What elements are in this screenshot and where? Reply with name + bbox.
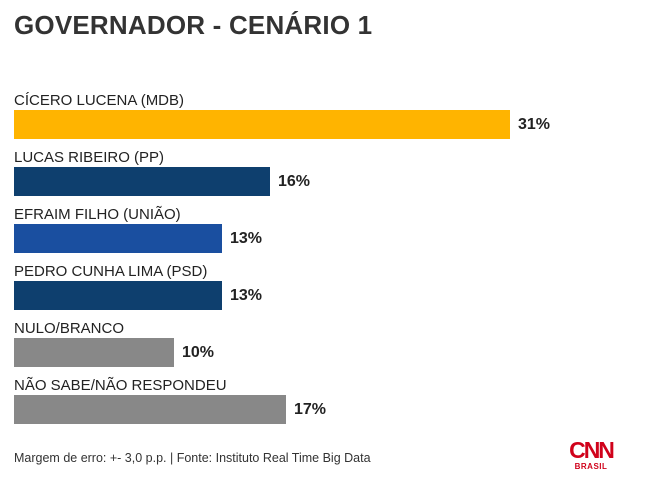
bar xyxy=(14,110,510,139)
cnn-brasil-logo: CNN BRASIL xyxy=(566,438,616,474)
category-label: LUCAS RIBEIRO (PP) xyxy=(14,149,165,166)
bar xyxy=(14,167,270,196)
value-label: 10% xyxy=(182,344,215,361)
category-label: NULO/BRANCO xyxy=(14,320,125,337)
chart-title: GOVERNADOR - CENÁRIO 1 xyxy=(14,10,373,40)
value-label: 13% xyxy=(230,287,263,304)
category-label: NÃO SABE/NÃO RESPONDEU xyxy=(14,377,227,394)
logo-sub: BRASIL xyxy=(574,462,608,471)
bar xyxy=(14,395,286,424)
logo-brand: CNN xyxy=(569,437,615,463)
category-label: PEDRO CUNHA LIMA (PSD) xyxy=(14,263,208,280)
bar xyxy=(14,281,222,310)
value-label: 17% xyxy=(294,401,327,418)
value-label: 31% xyxy=(518,116,551,133)
bar xyxy=(14,224,222,253)
category-label: CÍCERO LUCENA (MDB) xyxy=(14,92,185,109)
bar xyxy=(14,338,174,367)
value-label: 13% xyxy=(230,230,263,247)
value-label: 16% xyxy=(278,173,311,190)
category-label: EFRAIM FILHO (UNIÃO) xyxy=(14,206,181,223)
source-note: Margem de erro: +- 3,0 p.p. | Fonte: Ins… xyxy=(14,451,371,465)
